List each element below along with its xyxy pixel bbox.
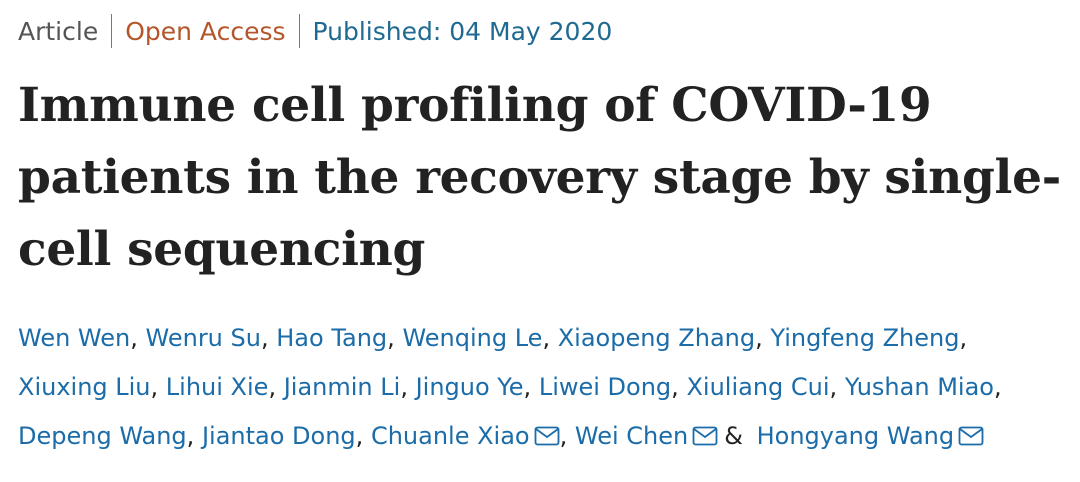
author-separator: ,	[400, 373, 408, 401]
author: Chuanle Xiao,	[371, 422, 567, 450]
author: Hongyang Wang	[757, 422, 985, 450]
author-separator: ,	[130, 324, 138, 352]
email-icon-frame	[958, 426, 984, 446]
author: Wei Chen &	[575, 422, 749, 450]
author-separator: ,	[387, 324, 395, 352]
published-date: Published: 04 May 2020	[312, 16, 613, 46]
article-title: Immune cell profiling of COVID-19 patien…	[18, 78, 1061, 277]
author-separator: ,	[993, 373, 1002, 401]
email-icon[interactable]	[692, 426, 718, 446]
author: Hao Tang,	[276, 324, 395, 352]
author-separator: &	[724, 422, 743, 450]
author: Liwei Dong,	[539, 373, 679, 401]
author-name[interactable]: Yushan Miao	[844, 373, 994, 401]
access-label: Open Access	[125, 16, 286, 46]
author-name[interactable]: Xiaopeng Zhang	[557, 324, 756, 352]
author-name[interactable]: Depeng Wang	[18, 422, 187, 450]
author-separator: ,	[260, 324, 269, 352]
email-icon-flap	[693, 428, 717, 439]
author: Lihui Xie,	[166, 373, 276, 401]
author-separator: ,	[959, 324, 968, 352]
email-icon[interactable]	[958, 426, 984, 446]
article-header: Article Open Access Published: 04 May 20…	[18, 0, 1068, 461]
email-icon-frame	[692, 426, 718, 446]
author: Depeng Wang,	[18, 422, 194, 450]
author-separator: ,	[268, 373, 277, 401]
author-name[interactable]: Wenru Su	[145, 324, 261, 352]
separator	[111, 14, 113, 48]
author-separator: ,	[559, 422, 568, 450]
author-name[interactable]: Hongyang Wang	[756, 422, 955, 450]
author-separator: ,	[186, 422, 195, 450]
email-icon-frame	[534, 426, 560, 446]
author: Wenqing Le,	[402, 324, 550, 352]
email-icon-flap	[535, 428, 559, 439]
author: Xiuxing Liu,	[18, 373, 158, 401]
author: Yushan Miao,	[845, 373, 1002, 401]
author-separator: ,	[755, 324, 763, 352]
author-name[interactable]: Wei Chen	[574, 422, 689, 450]
author: Jianmin Li,	[284, 373, 408, 401]
article-type: Article	[18, 16, 99, 46]
author-name[interactable]: Liwei Dong	[538, 373, 672, 401]
author: Wen Wen,	[18, 324, 138, 352]
author: Jiantao Dong,	[202, 422, 363, 450]
author-name[interactable]: Yingfeng Zheng	[770, 324, 960, 352]
author-name[interactable]: Jianmin Li	[283, 373, 401, 401]
author-name[interactable]: Xiuliang Cui	[686, 373, 830, 401]
author-name[interactable]: Wen Wen	[18, 324, 131, 352]
author-separator: ,	[523, 373, 532, 401]
author: Xiaopeng Zhang,	[558, 324, 763, 352]
author: Yingfeng Zheng,	[770, 324, 967, 352]
author-name[interactable]: Chuanle Xiao	[370, 422, 530, 450]
author-separator: ,	[150, 373, 159, 401]
email-icon[interactable]	[534, 426, 560, 446]
author-list: Wen Wen, Wenru Su, Hao Tang, Wenqing Le,…	[18, 314, 1068, 461]
separator	[298, 14, 300, 48]
author-name[interactable]: Jiantao Dong	[201, 422, 356, 450]
author: Jinguo Ye,	[416, 373, 532, 401]
author-name[interactable]: Wenqing Le	[402, 324, 543, 352]
author-separator: ,	[542, 324, 551, 352]
author-separator: ,	[355, 422, 364, 450]
author-name[interactable]: Lihui Xie	[165, 373, 269, 401]
author-separator: ,	[829, 373, 838, 401]
author-name[interactable]: Hao Tang	[276, 324, 388, 352]
author-name[interactable]: Xiuxing Liu	[18, 373, 151, 401]
author: Wenru Su,	[146, 324, 269, 352]
author: Xiuliang Cui,	[686, 373, 837, 401]
meta-line: Article Open Access Published: 04 May 20…	[18, 0, 1062, 62]
author-name[interactable]: Jinguo Ye	[415, 373, 524, 401]
author-separator: ,	[671, 373, 679, 401]
email-icon-flap	[959, 428, 983, 439]
